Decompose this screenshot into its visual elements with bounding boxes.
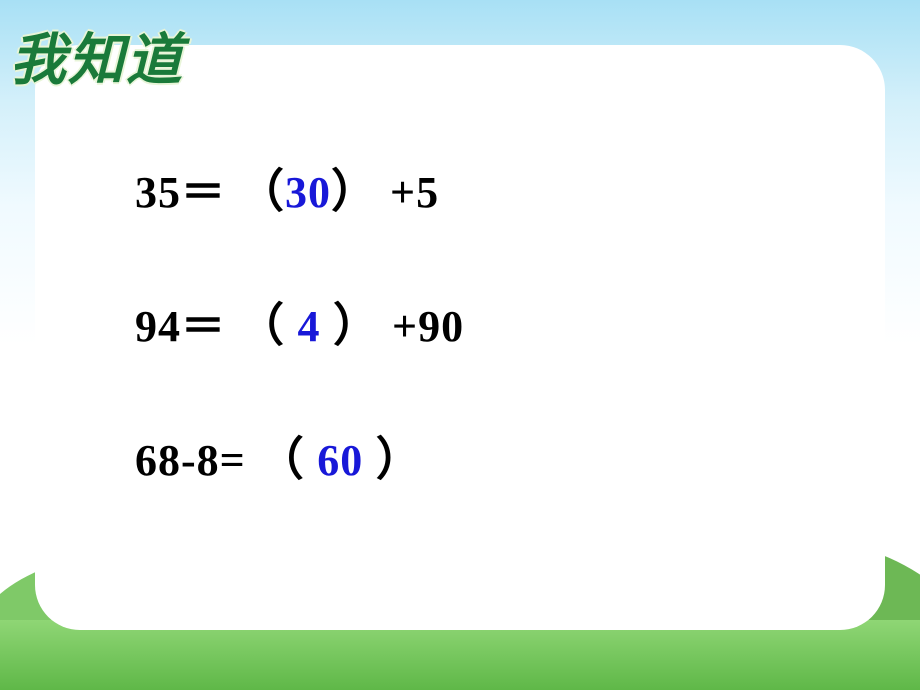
answer-value: 30 xyxy=(285,168,331,217)
paren-open: （ xyxy=(258,434,318,485)
equation-left: 94 xyxy=(135,302,181,351)
paren-open: （ xyxy=(238,300,298,351)
equations-block: 35＝ （30） +5 94＝ （ 4 ） +90 68-8= （ 60 ） xyxy=(135,155,464,557)
answer-value: 4 xyxy=(298,302,321,351)
equation-row: 35＝ （30） +5 xyxy=(135,155,464,221)
paren-close: ） xyxy=(331,166,378,217)
equals-sign: ＝ xyxy=(181,168,226,217)
equation-left: 68-8 xyxy=(135,436,220,485)
paren-open: （ xyxy=(238,166,285,217)
equation-row: 68-8= （ 60 ） xyxy=(135,423,464,489)
equals-sign: = xyxy=(220,436,246,485)
equation-right: +5 xyxy=(390,168,439,217)
equals-sign: ＝ xyxy=(181,302,226,351)
paren-close: ） xyxy=(363,434,423,485)
answer-value: 60 xyxy=(317,436,363,485)
equation-right: +90 xyxy=(392,302,464,351)
slide-title: 我知道 xyxy=(10,15,184,96)
equation-left: 35 xyxy=(135,168,181,217)
equation-row: 94＝ （ 4 ） +90 xyxy=(135,289,464,355)
slide-container: 我知道 35＝ （30） +5 94＝ （ 4 ） +90 68-8= （ 60… xyxy=(0,0,920,690)
grass-foreground xyxy=(0,620,920,690)
paren-close: ） xyxy=(321,300,381,351)
